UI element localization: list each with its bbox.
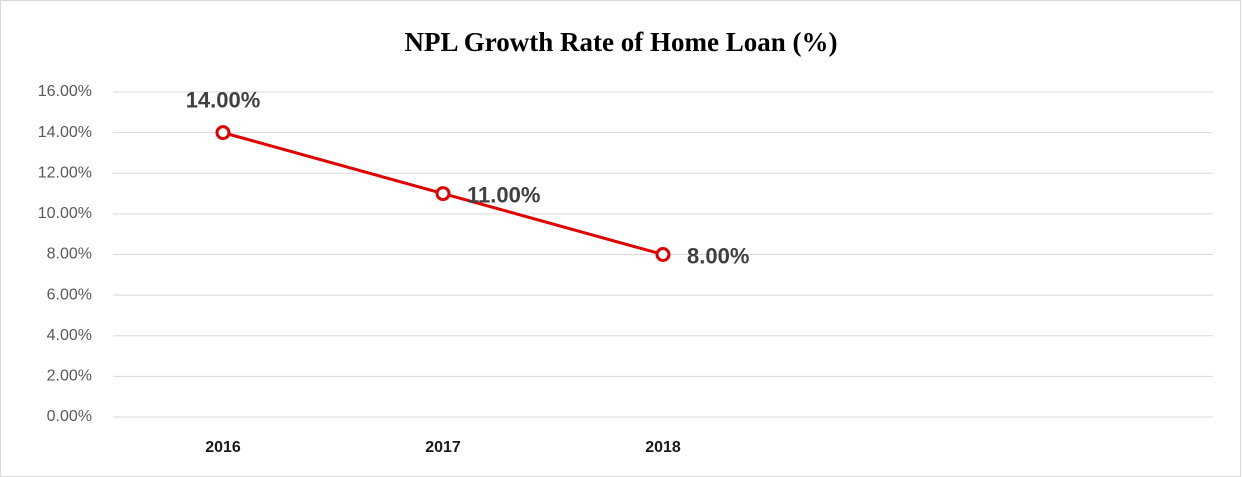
data-point [215, 125, 231, 141]
x-tick-label: 2017 [425, 439, 461, 456]
data-point [435, 186, 451, 202]
y-tick-label: 2.00% [47, 368, 92, 385]
y-tick-label: 6.00% [47, 286, 92, 303]
data-label: 14.00% [186, 87, 261, 112]
y-tick-label: 16.00% [38, 83, 92, 100]
y-tick-label: 14.00% [38, 124, 92, 141]
x-tick-label: 2018 [645, 439, 681, 456]
data-point [655, 247, 671, 262]
x-tick-label: 2016 [205, 439, 241, 456]
data-label: 8.00% [687, 243, 749, 268]
y-tick-label: 4.00% [47, 327, 92, 344]
y-tick-label: 10.00% [38, 205, 92, 222]
data-label: 11.00% [467, 182, 540, 207]
y-tick-label: 8.00% [47, 246, 92, 263]
y-tick-label: 0.00% [47, 408, 92, 425]
chart-title: NPL Growth Rate of Home Loan (%) [405, 27, 838, 57]
y-tick-label: 12.00% [38, 164, 92, 181]
